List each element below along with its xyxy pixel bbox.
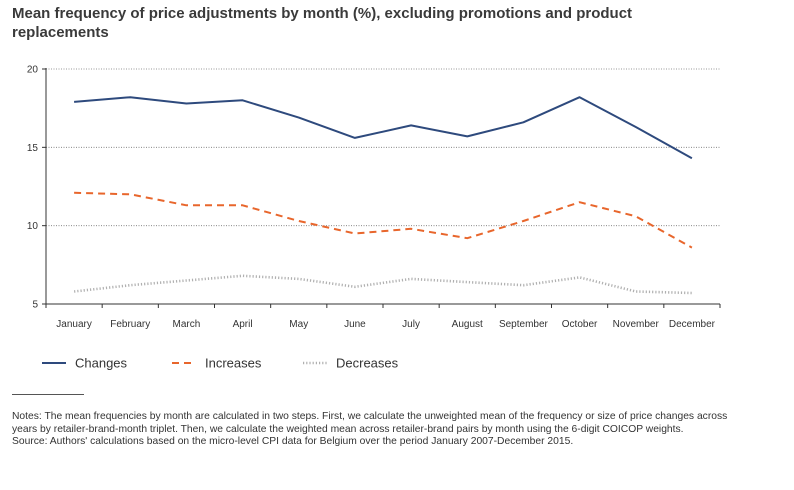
x-tick-label: March [173,319,201,330]
y-tick-label: 10 [27,221,39,232]
chart-title: Mean frequency of price adjustments by m… [12,5,633,41]
x-tick-label: May [289,319,308,330]
notes-separator [12,394,84,395]
source-paragraph: Source: Authors' calculations based on t… [12,436,752,449]
notes-paragraph: Notes: The mean frequencies by month are… [12,411,752,436]
x-tick-label: June [344,319,366,330]
x-tick-label: October [562,319,598,330]
x-tick-label: July [402,319,420,330]
series-line-changes [74,96,693,160]
x-tick-label: November [613,319,660,330]
y-tick-label: 5 [32,300,38,311]
x-tick-label: January [56,319,92,330]
notes-text: The mean frequencies by month are calcul… [12,411,728,435]
x-tick-label: April [233,319,253,330]
y-tick-label: 15 [27,143,39,154]
legend-label-decreases: Decreases [336,356,399,371]
series-line-increases [74,191,693,249]
y-tick-label: 20 [27,65,39,76]
x-tick-label: August [452,319,483,330]
x-tick-label: December [669,319,716,330]
line-chart: 5 10 15 20 January February March April May June J… [27,65,721,371]
notes-label: Notes: [12,411,42,422]
series-line-decreases [73,274,692,295]
source-label: Source: [12,436,48,448]
notes-block: Notes: The mean frequencies by month are… [12,411,752,449]
x-tick-label: September [499,319,549,330]
legend-label-increases: Increases [205,356,262,371]
x-tick-label: February [110,319,150,330]
legend-label-changes: Changes [75,356,128,371]
source-text: Authors' calculations based on the micro… [49,436,574,448]
